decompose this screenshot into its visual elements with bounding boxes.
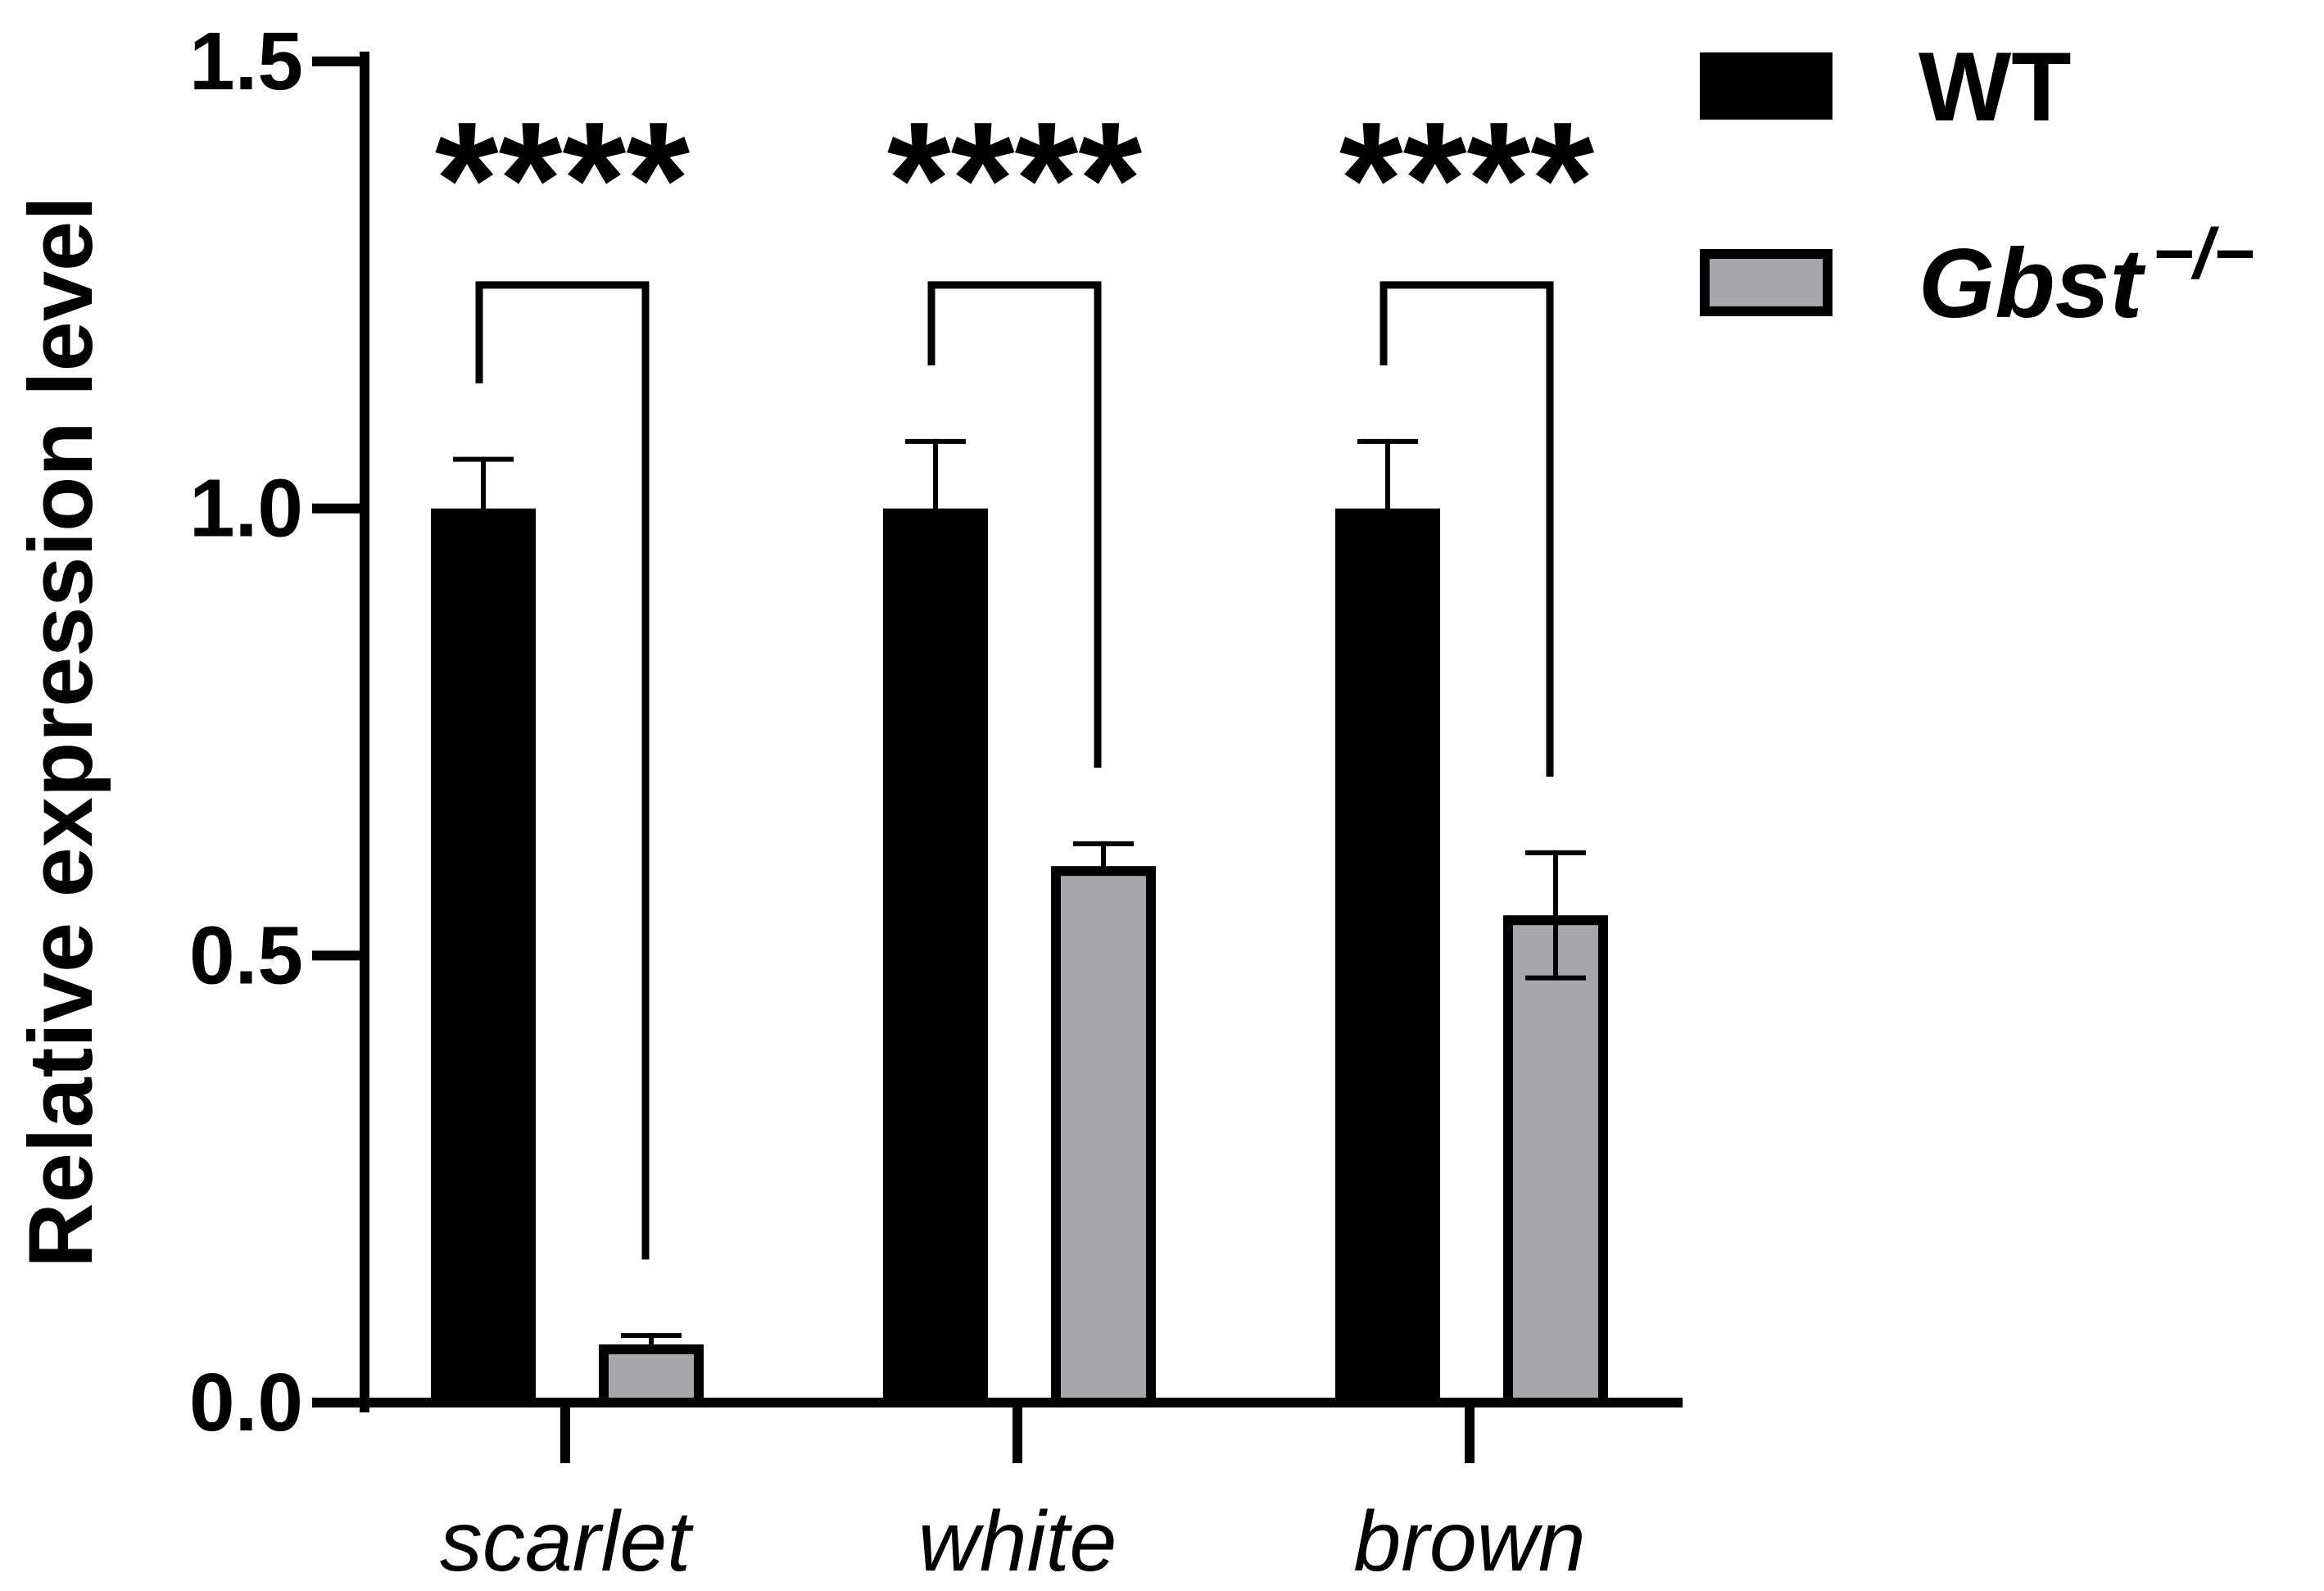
bar-gbst-scarlet xyxy=(599,1344,704,1408)
significance-annotations: **** **** **** xyxy=(435,88,1594,1260)
bar-wt-scarlet xyxy=(431,508,536,1403)
legend-name: Gbst xyxy=(1919,229,2146,338)
bars xyxy=(431,438,1608,1408)
legend: WT Gbst −/− xyxy=(1700,32,2254,338)
significance-bracket-white xyxy=(927,281,1102,768)
bar-gbst-white xyxy=(1051,866,1156,1407)
legend-superscript: −/− xyxy=(2152,215,2254,293)
y-tick-label: 1.5 xyxy=(189,16,303,107)
x-tick-label-brown: brown xyxy=(1353,1494,1585,1589)
significance-label-white: **** xyxy=(887,88,1142,271)
significance-bracket-scarlet xyxy=(475,281,650,1260)
legend-name: WT xyxy=(1919,32,2072,142)
legend-label-wt: WT xyxy=(1919,32,2072,142)
legend-swatch-gbst xyxy=(1700,249,1832,316)
bar-gbst-brown xyxy=(1503,915,1608,1408)
x-tick-label-scarlet: scarlet xyxy=(440,1494,694,1589)
significance-label-scarlet: **** xyxy=(435,88,690,271)
bar-wt-white xyxy=(883,508,988,1403)
y-tick-label: 0.0 xyxy=(189,1357,303,1448)
bar-wt-brown xyxy=(1335,508,1440,1403)
legend-label-gbst: Gbst −/− xyxy=(1919,215,2254,338)
legend-swatch-wt xyxy=(1700,52,1832,120)
significance-label-brown: **** xyxy=(1339,88,1594,271)
significance-bracket-brown xyxy=(1379,281,1554,777)
y-tick-label: 1.0 xyxy=(189,463,303,555)
x-tick-label-white: white xyxy=(918,1494,1117,1589)
y-axis-label: Relative expression level xyxy=(11,196,111,1268)
y-tick-label: 0.5 xyxy=(189,909,303,1001)
axes: 0.0 0.5 1.0 1.5 Relative expression level sca… xyxy=(11,16,1683,1589)
